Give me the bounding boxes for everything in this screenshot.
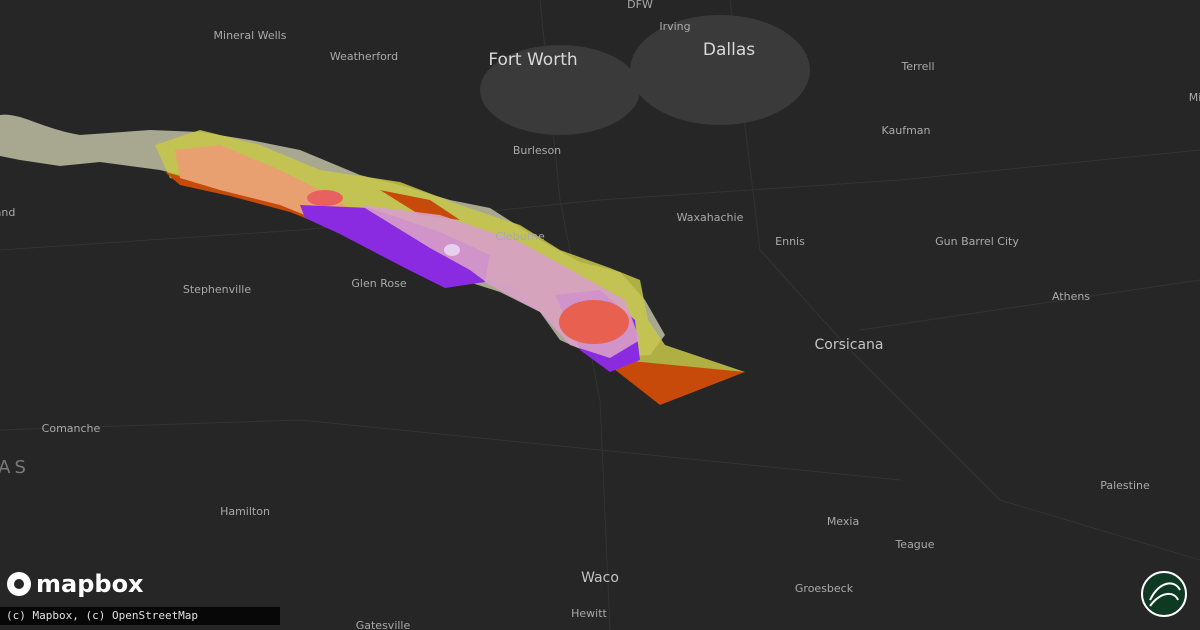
swath-salmon (175, 145, 360, 225)
place-label: Gun Barrel City (935, 235, 1019, 248)
site-badge (1141, 571, 1187, 617)
place-label: Kaufman (881, 124, 930, 137)
swath-light (444, 244, 460, 256)
logo-text: mapbox (36, 570, 144, 598)
swath-red-core (559, 300, 629, 344)
place-label: Hamilton (220, 505, 270, 518)
place-label: Athens (1052, 290, 1090, 303)
place-label: Teague (894, 538, 934, 551)
logo-icon-inner (14, 579, 24, 589)
place-label: Glen Rose (351, 277, 406, 290)
urban-areas (480, 15, 810, 135)
place-label: Irving (659, 20, 690, 33)
swath-red-small (307, 190, 343, 206)
place-label: Corsicana (814, 337, 883, 353)
place-label: Palestine (1100, 479, 1150, 492)
place-label: AS (0, 457, 30, 478)
place-label: Dallas (703, 40, 755, 60)
place-label: Cleburne (495, 230, 545, 243)
place-label: Weatherford (330, 50, 398, 63)
place-label: Waco (581, 570, 619, 586)
place-label: DFW (627, 0, 653, 11)
place-label: Stephenville (183, 283, 251, 296)
place-label: Terrell (900, 60, 934, 73)
place-label: Waxahachie (677, 211, 744, 224)
attribution-box (0, 607, 280, 625)
place-label: Mi (1189, 91, 1200, 104)
place-label: and (0, 206, 15, 219)
place-label: Burleson (513, 144, 561, 157)
place-label: Comanche (42, 422, 101, 435)
place-label: Ennis (775, 235, 805, 248)
place-label: Fort Worth (488, 50, 577, 70)
storm-swath (0, 114, 745, 405)
place-label: Mexia (827, 515, 859, 528)
place-label: Groesbeck (795, 582, 854, 595)
swath-purple (300, 205, 640, 372)
attribution: (c) Mapbox, (c) OpenStreetMap (6, 609, 198, 622)
place-label: Gatesville (356, 619, 411, 630)
mapbox-logo: mapbox (7, 570, 144, 598)
place-label: Hewitt (571, 607, 607, 620)
place-label: Mineral Wells (214, 29, 287, 42)
swath-orange (165, 172, 745, 405)
